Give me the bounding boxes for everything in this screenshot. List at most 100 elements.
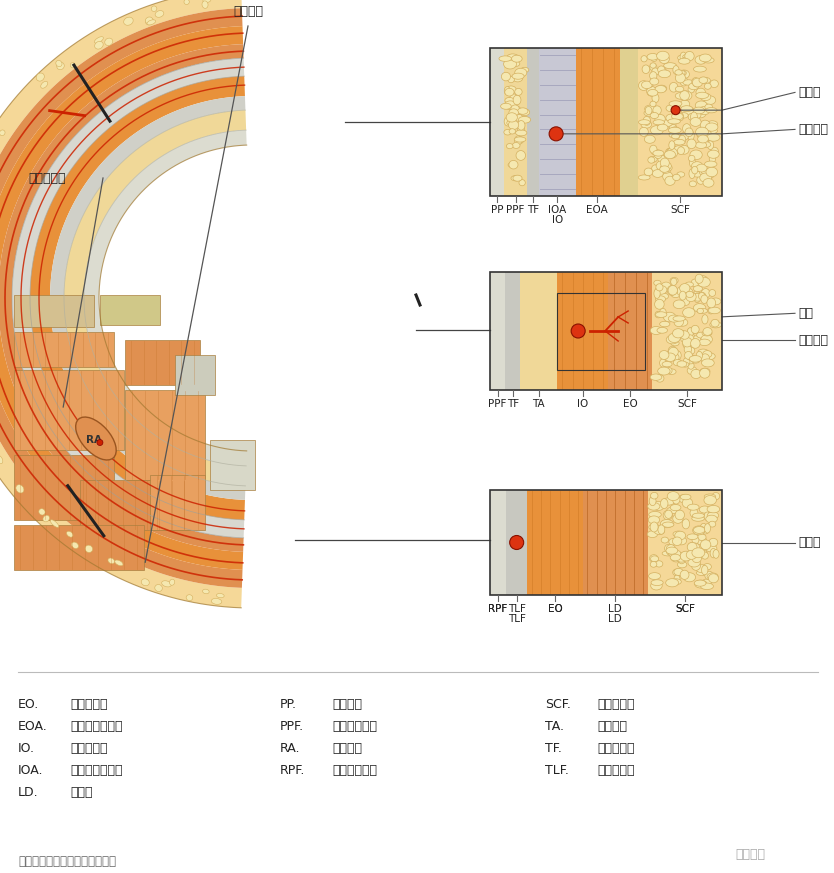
Bar [125,340,200,385]
Ellipse shape [702,330,712,336]
Ellipse shape [647,89,658,96]
Ellipse shape [666,545,676,554]
Ellipse shape [711,298,721,305]
Ellipse shape [707,150,719,158]
Bar [80,480,190,530]
Polygon shape [64,110,246,486]
Ellipse shape [707,141,714,149]
Ellipse shape [50,519,58,527]
Ellipse shape [694,580,706,586]
Ellipse shape [681,133,688,141]
Ellipse shape [664,63,676,69]
Bar [608,272,652,390]
Ellipse shape [707,134,720,141]
Ellipse shape [670,278,678,284]
Ellipse shape [681,570,689,580]
Ellipse shape [706,125,711,134]
Ellipse shape [685,128,693,136]
Ellipse shape [515,136,522,145]
Ellipse shape [700,368,710,378]
Ellipse shape [644,168,653,175]
Ellipse shape [688,543,696,550]
Ellipse shape [501,72,510,81]
Ellipse shape [41,81,48,88]
Ellipse shape [517,120,525,130]
Ellipse shape [697,308,704,313]
Ellipse shape [665,353,676,361]
Ellipse shape [72,542,78,548]
Bar [506,490,527,595]
Ellipse shape [141,579,149,586]
Text: TLF.: TLF. [545,764,569,777]
Ellipse shape [712,492,720,499]
Ellipse shape [680,146,689,155]
Ellipse shape [660,359,666,367]
Ellipse shape [691,560,701,570]
Ellipse shape [671,134,680,139]
Ellipse shape [670,82,678,92]
Ellipse shape [680,113,688,118]
Ellipse shape [513,95,521,105]
Ellipse shape [661,164,672,172]
Ellipse shape [688,558,701,567]
Ellipse shape [508,162,517,168]
Ellipse shape [691,279,699,286]
Ellipse shape [666,148,677,158]
Text: EO: EO [623,399,638,409]
Ellipse shape [691,162,703,170]
Text: RPF: RPF [489,604,508,614]
Ellipse shape [700,551,707,555]
Ellipse shape [203,589,209,594]
Bar [583,490,648,595]
Ellipse shape [676,73,686,83]
Text: EOA.: EOA. [18,720,48,733]
Ellipse shape [679,58,690,64]
Ellipse shape [652,93,659,103]
Ellipse shape [662,361,672,367]
Ellipse shape [655,527,663,533]
Ellipse shape [211,598,222,604]
Circle shape [549,127,563,141]
Ellipse shape [680,100,690,109]
Ellipse shape [659,351,669,360]
Ellipse shape [655,312,661,318]
Ellipse shape [655,86,666,93]
Ellipse shape [660,166,670,172]
Ellipse shape [676,93,687,100]
Text: TA.: TA. [545,720,564,733]
Text: 熊猫放射: 熊猫放射 [735,848,765,861]
Ellipse shape [704,512,711,520]
Bar [557,293,646,370]
Text: RA.: RA. [280,742,300,755]
Ellipse shape [656,296,666,302]
Ellipse shape [661,68,666,76]
Ellipse shape [670,124,676,130]
Ellipse shape [661,537,669,543]
Text: TA: TA [532,399,545,409]
Ellipse shape [687,327,698,333]
Ellipse shape [696,292,706,299]
Ellipse shape [671,292,680,298]
Ellipse shape [682,124,691,134]
Text: RA: RA [86,435,102,444]
Ellipse shape [675,70,682,75]
Ellipse shape [660,321,670,327]
Ellipse shape [683,79,694,86]
Text: 腹膜后脂肪；: 腹膜后脂肪； [332,764,377,777]
Ellipse shape [687,367,697,375]
Ellipse shape [676,537,686,545]
Ellipse shape [665,176,676,185]
Ellipse shape [641,56,647,62]
Text: SCF.: SCF. [545,698,571,711]
Circle shape [97,439,103,445]
Text: PPF.: PPF. [280,720,304,733]
Bar [175,355,215,395]
Bar [620,48,639,196]
Ellipse shape [648,516,660,524]
Text: 腰动脉: 腰动脉 [798,536,821,549]
Text: 腹横肌；: 腹横肌； [597,720,627,733]
Ellipse shape [515,88,522,95]
Ellipse shape [680,70,690,79]
Ellipse shape [701,168,712,175]
Ellipse shape [693,285,702,292]
